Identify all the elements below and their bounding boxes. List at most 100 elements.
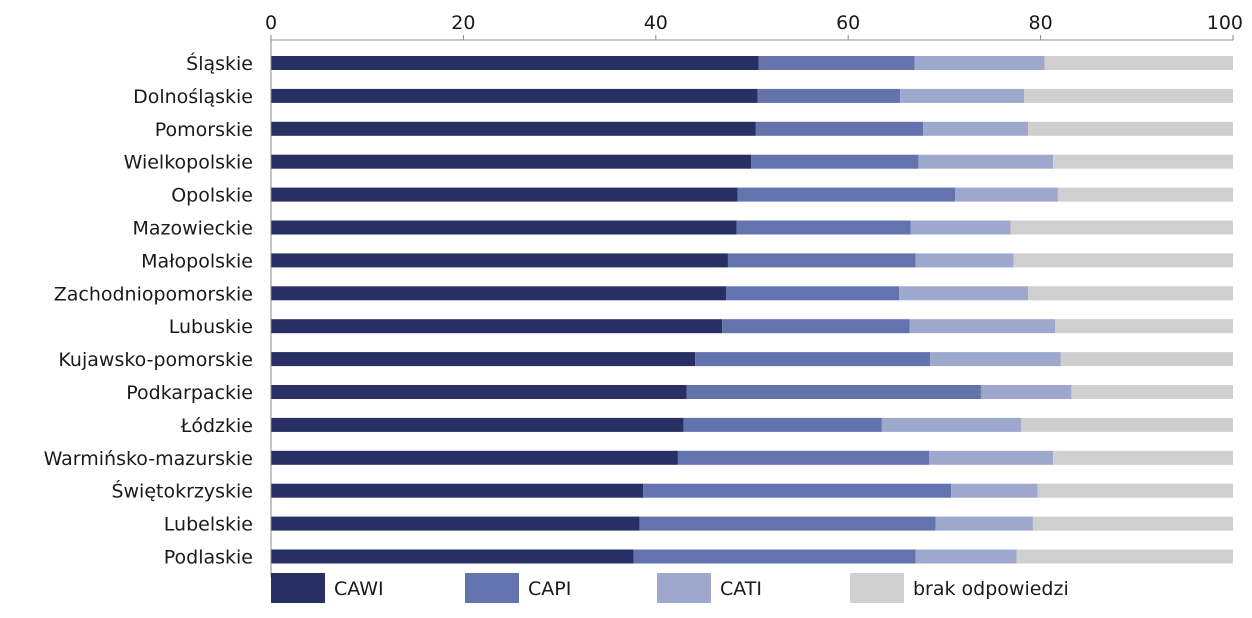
legend-swatch-cati	[657, 573, 711, 603]
bar-segment-cawi	[271, 187, 738, 202]
legend-swatch-capi	[465, 573, 519, 603]
bar-segment-cati	[900, 88, 1025, 103]
legend-label: CAPI	[528, 578, 571, 600]
category-label: Śląskie	[186, 51, 253, 75]
bar-segment-cati	[954, 187, 1058, 202]
bar-segment-cati	[914, 56, 1045, 70]
bar-segment-brak-odpowiedzi	[1032, 516, 1233, 531]
bar-segment-cawi	[271, 549, 634, 564]
bar-segment-cati	[915, 549, 1017, 564]
x-tick-label: 100	[1207, 12, 1243, 34]
x-tick-label: 60	[836, 12, 860, 34]
bar-segment-cati	[881, 417, 1022, 432]
bar-segment-cati	[951, 483, 1038, 498]
bar-segment-brak-odpowiedzi	[1037, 483, 1233, 498]
bar-segment-cawi	[271, 253, 728, 268]
bar-segment-brak-odpowiedzi	[1010, 220, 1233, 235]
bar-segment-cawi	[271, 220, 737, 235]
bar-segment-cati	[929, 352, 1061, 367]
category-label: Zachodniopomorskie	[54, 283, 253, 305]
bar-segment-brak-odpowiedzi	[1028, 286, 1233, 301]
bar-segment-cati	[910, 220, 1011, 235]
bar-segment-brak-odpowiedzi	[1013, 253, 1233, 268]
category-label: Lubuskie	[169, 316, 253, 338]
bar-segment-capi	[726, 286, 900, 301]
bar-segment-cawi	[271, 352, 696, 367]
legend-swatch-cawi	[271, 573, 325, 603]
bar-segment-cati	[980, 385, 1072, 399]
bar-segment-cawi	[271, 88, 758, 103]
category-label: Podlaskie	[164, 547, 253, 569]
bar-segment-cati	[915, 253, 1014, 268]
bar-segment-capi	[755, 121, 924, 136]
bar-segment-capi	[686, 385, 981, 399]
bar-segment-cawi	[271, 483, 644, 498]
category-label: Świętokrzyskie	[111, 479, 253, 503]
category-label: Dolnośląskie	[133, 86, 253, 108]
bar-segment-capi	[727, 253, 916, 268]
bar-segment-cawi	[271, 154, 752, 169]
bar-segment-cati	[909, 319, 1056, 334]
category-label: Podkarpackie	[126, 382, 253, 404]
category-axis: Śląskie Dolnośląskie Pomorskie Wielkopolski…	[44, 51, 253, 569]
bar-segment-brak-odpowiedzi	[1060, 352, 1233, 367]
legend-label: CAWI	[334, 578, 384, 600]
category-label: Mazowieckie	[132, 218, 253, 240]
bar-segment-brak-odpowiedzi	[1024, 88, 1233, 103]
category-label: Łódzkie	[180, 415, 253, 437]
category-label: Wielkopolskie	[124, 152, 253, 174]
bar-segment-cati	[935, 516, 1033, 531]
bar-segment-capi	[677, 450, 930, 465]
bar-segment-cawi	[271, 516, 640, 531]
bar-segment-capi	[757, 88, 901, 103]
bar-segment-cawi	[271, 385, 687, 399]
category-label: Kujawsko-pomorskie	[58, 349, 253, 371]
x-tick-label: 20	[451, 12, 475, 34]
bar-segment-brak-odpowiedzi	[1016, 549, 1233, 564]
category-label: Warmińsko-mazurskie	[44, 448, 253, 470]
legend-label: CATI	[720, 578, 762, 600]
bar-segment-capi	[751, 154, 919, 169]
bar-segment-capi	[643, 483, 952, 498]
bar-segment-brak-odpowiedzi	[1053, 450, 1233, 465]
bar-segment-cawi	[271, 286, 727, 301]
x-tick-label: 40	[644, 12, 668, 34]
bar-segment-capi	[737, 187, 955, 202]
bar-segment-cati	[923, 121, 1029, 136]
category-label: Pomorskie	[155, 119, 253, 141]
legend-label: brak odpowiedzi	[913, 578, 1069, 600]
category-label: Opolskie	[171, 185, 253, 207]
bar-segment-cawi	[271, 417, 684, 432]
bar-segment-cawi	[271, 121, 756, 136]
bar-segment-brak-odpowiedzi	[1028, 121, 1233, 136]
bar-segment-brak-odpowiedzi	[1057, 187, 1233, 202]
bar-segment-cati	[899, 286, 1029, 301]
bar-segment-capi	[758, 56, 915, 70]
bar-segment-cawi	[271, 319, 723, 334]
category-label: Małopolskie	[141, 250, 253, 272]
legend-swatch-brak-odpowiedzi	[850, 573, 904, 603]
bar-segment-brak-odpowiedzi	[1055, 319, 1233, 334]
bar-segment-capi	[633, 549, 916, 564]
bar-segment-brak-odpowiedzi	[1044, 56, 1233, 70]
category-label: Lubelskie	[164, 514, 253, 536]
bar-segment-brak-odpowiedzi	[1071, 385, 1233, 399]
bar-segment-capi	[695, 352, 930, 367]
bar-segment-capi	[736, 220, 911, 235]
bar-segment-capi	[722, 319, 910, 334]
bar-segment-cati	[918, 154, 1054, 169]
bar-segment-cati	[929, 450, 1054, 465]
bar-segment-cawi	[271, 450, 678, 465]
bar-segment-brak-odpowiedzi	[1021, 417, 1233, 432]
bar-segment-capi	[639, 516, 936, 531]
plot-area	[271, 56, 1233, 564]
legend: CAWI CAPI CATI brak odpowiedzi	[271, 573, 1069, 603]
bar-segment-cawi	[271, 56, 759, 70]
bar-segment-capi	[683, 417, 882, 432]
x-tick-label: 80	[1029, 12, 1053, 34]
bar-segment-brak-odpowiedzi	[1053, 154, 1233, 169]
x-tick-label: 0	[265, 12, 277, 34]
x-axis: 0 20 40 60 80 100	[265, 12, 1243, 578]
